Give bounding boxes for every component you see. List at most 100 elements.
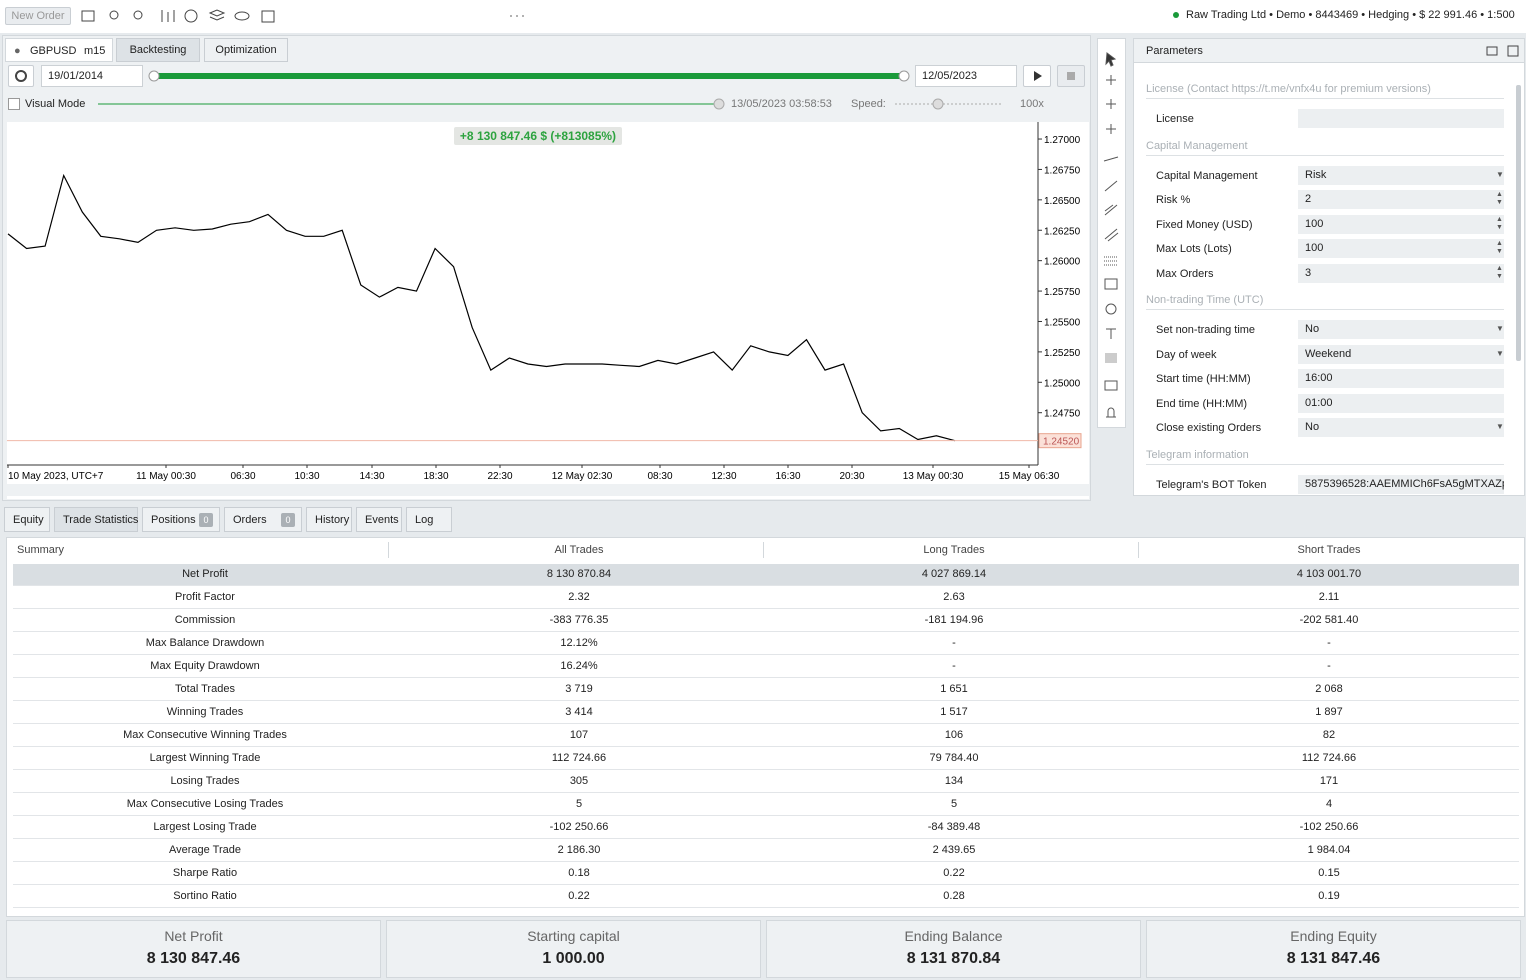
summary-label: Ending Balance bbox=[904, 928, 1003, 944]
summary-label: Net Profit bbox=[164, 928, 223, 944]
bottom-tab[interactable]: Log bbox=[406, 507, 452, 532]
parameter-input[interactable]: 5875396528:AAEMMICh6FsA5gMTXAZp bbox=[1298, 474, 1504, 494]
x-tick-label: 13 May 00:30 bbox=[903, 471, 964, 482]
column-header: Short Trades bbox=[1297, 544, 1361, 556]
cell: -202 581.40 bbox=[1299, 614, 1359, 626]
tool-icon[interactable] bbox=[1104, 228, 1119, 242]
start-date[interactable]: 19/01/2014 bbox=[41, 65, 143, 87]
y-tick-label: 1.26500 bbox=[1044, 196, 1081, 207]
parameter-input[interactable] bbox=[1298, 109, 1504, 128]
progress-slider[interactable] bbox=[98, 96, 728, 112]
current-time: 13/05/2023 03:58:53 bbox=[731, 98, 832, 110]
cell: -84 389.48 bbox=[927, 821, 981, 833]
tool-icon[interactable] bbox=[1106, 124, 1116, 134]
tool-icon[interactable] bbox=[1106, 407, 1116, 418]
toolbar-icons bbox=[81, 9, 524, 23]
icon[interactable] bbox=[234, 11, 250, 21]
cell: 0.22 bbox=[943, 867, 965, 879]
dropdown-arrow: ▼ bbox=[1496, 348, 1504, 358]
tool-icon[interactable] bbox=[1104, 204, 1118, 216]
tool-icon[interactable] bbox=[1105, 353, 1117, 363]
bottom-tab[interactable]: Orders 0 bbox=[224, 507, 302, 532]
row-label: Max Equity Drawdown bbox=[150, 660, 260, 672]
tool-icon[interactable] bbox=[1104, 380, 1118, 391]
icon[interactable] bbox=[184, 9, 198, 23]
table-row: Largest Losing Trade -102 250.66 -84 389.4… bbox=[13, 817, 1519, 839]
icon[interactable] bbox=[133, 10, 143, 20]
period-slider[interactable] bbox=[148, 65, 913, 87]
parameter-input[interactable]: 2 bbox=[1298, 190, 1504, 209]
tool-icon[interactable] bbox=[1105, 52, 1117, 67]
visual-mode-checkbox[interactable] bbox=[8, 98, 20, 110]
speed-slider[interactable] bbox=[895, 96, 1005, 112]
parameter-label: Telegram's BOT Token bbox=[1156, 478, 1267, 491]
end-date[interactable]: 12/05/2023 bbox=[915, 65, 1017, 87]
tool-icon[interactable] bbox=[1105, 303, 1117, 315]
scrollbar[interactable] bbox=[1516, 85, 1521, 361]
settings-button[interactable] bbox=[8, 65, 34, 87]
bottom-tab[interactable]: Equity bbox=[4, 507, 50, 532]
table-row: Commission -383 776.35 -181 194.96 -202 581… bbox=[13, 610, 1519, 632]
row-label: Sortino Ratio bbox=[173, 890, 237, 902]
icon[interactable] bbox=[261, 10, 275, 23]
cell: - bbox=[1327, 637, 1331, 649]
cell: 4 bbox=[1325, 798, 1333, 810]
table-header: Summary All Trades Long Trades Short Trades bbox=[7, 538, 1524, 561]
cell: 2.11 bbox=[1318, 591, 1340, 603]
cell: 1 984.04 bbox=[1307, 844, 1351, 856]
price-chart: 1.27000 1.26750 1.26500 1.26250 1.26000 1.257… bbox=[7, 122, 1089, 499]
tab-badge: 0 bbox=[281, 513, 295, 527]
parameter-input[interactable]: Weekend bbox=[1298, 344, 1504, 364]
parameter-input[interactable]: 16:00 bbox=[1298, 369, 1504, 388]
mode-tab[interactable]: Optimization bbox=[204, 38, 288, 62]
parameter-input[interactable]: 100 bbox=[1298, 214, 1504, 234]
bottom-tab[interactable]: Events bbox=[356, 507, 402, 532]
parameter-input[interactable]: 100 bbox=[1298, 239, 1504, 258]
tool-icon[interactable] bbox=[1106, 328, 1116, 339]
y-tick-label: 1.25500 bbox=[1044, 317, 1081, 328]
bottom-tab[interactable]: Positions 0 bbox=[142, 507, 220, 532]
y-tick-label: 1.25000 bbox=[1044, 378, 1081, 389]
cell: 112 724.66 bbox=[551, 752, 607, 764]
icon[interactable] bbox=[208, 9, 226, 21]
x-tick-label: 22:30 bbox=[487, 471, 512, 482]
cell: -102 250.66 bbox=[1299, 821, 1359, 833]
parameter-input[interactable]: 01:00 bbox=[1298, 393, 1504, 413]
icon[interactable] bbox=[161, 10, 175, 22]
bottom-tab[interactable]: History bbox=[306, 507, 352, 532]
dropdown-arrow: ▼ bbox=[1496, 324, 1504, 333]
table-row: Max Equity Drawdown 16.24% - - bbox=[13, 656, 1519, 678]
parameter-input[interactable]: Risk bbox=[1298, 165, 1504, 185]
play-button[interactable] bbox=[1023, 65, 1051, 87]
new-order-button[interactable]: New Order bbox=[5, 7, 71, 25]
cell: 3 414 bbox=[565, 706, 593, 718]
stop-button[interactable] bbox=[1057, 65, 1085, 87]
mode-tab[interactable]: Backtesting bbox=[116, 38, 200, 62]
column-header: Summary bbox=[17, 544, 65, 556]
parameter-input[interactable]: No bbox=[1298, 418, 1504, 437]
dropdown-arrow: ▼ bbox=[1496, 422, 1504, 431]
icon[interactable] bbox=[109, 10, 119, 20]
tool-icon[interactable] bbox=[1106, 75, 1116, 85]
parameter-label: License bbox=[1156, 113, 1194, 125]
cell: 2 068 bbox=[1315, 683, 1343, 695]
tool-icon[interactable] bbox=[1104, 256, 1118, 266]
tool-icon[interactable] bbox=[1104, 278, 1118, 290]
cell: 2 439.65 bbox=[932, 844, 976, 856]
table-row: Total Trades 3 719 1 651 2 068 bbox=[13, 679, 1519, 701]
tool-icon[interactable] bbox=[1104, 180, 1118, 192]
cell: 106 bbox=[944, 729, 964, 741]
parameter-input[interactable]: No bbox=[1298, 320, 1504, 339]
tab-label: Log bbox=[415, 514, 434, 526]
bottom-tab[interactable]: Trade Statistics bbox=[54, 507, 138, 532]
parameters-header: Parameters bbox=[1134, 39, 1524, 63]
icon[interactable] bbox=[81, 10, 95, 22]
summary-value: 8 130 847.46 bbox=[146, 950, 241, 967]
tool-icon[interactable] bbox=[1103, 156, 1119, 162]
parameter-input[interactable]: 3 bbox=[1298, 263, 1504, 283]
row-label: Max Balance Drawdown bbox=[145, 637, 265, 649]
status-dot bbox=[1172, 10, 1180, 18]
symbol-tab[interactable]: ● GBPUSD m15 bbox=[5, 38, 113, 62]
cell: 2.32 bbox=[568, 591, 590, 603]
tool-icon[interactable] bbox=[1106, 99, 1116, 109]
